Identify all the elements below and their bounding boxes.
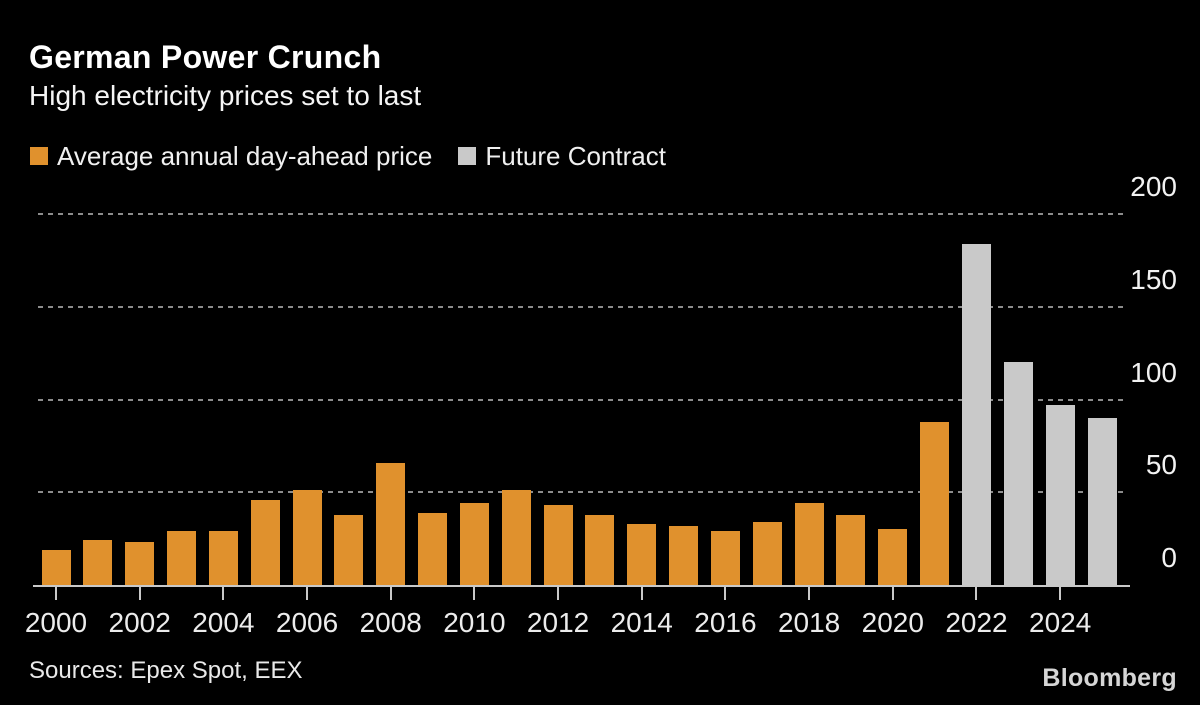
bar-2018-day-ahead xyxy=(794,503,824,585)
legend: Average annual day-ahead price Future Co… xyxy=(30,143,666,169)
x-axis-label-2000: 2000 xyxy=(24,607,88,638)
bar-2011-day-ahead xyxy=(501,490,531,585)
bar-2016-day-ahead xyxy=(710,531,740,585)
chart-subtitle: High electricity prices set to last xyxy=(29,80,422,111)
x-axis-tick-2020 xyxy=(891,587,894,600)
x-axis-tick-2012 xyxy=(557,587,560,600)
x-axis-label-2014: 2014 xyxy=(610,607,673,638)
bar-2000-day-ahead xyxy=(41,549,71,585)
bar-2005-day-ahead xyxy=(250,499,280,585)
bar-2012-day-ahead xyxy=(543,505,573,585)
bar-2024-future xyxy=(1045,405,1075,585)
x-axis-label-2016: 2016 xyxy=(694,607,757,638)
x-axis-tick-2006 xyxy=(306,587,309,600)
x-axis-label-2022: 2022 xyxy=(945,607,1008,638)
x-axis-label-2024: 2024 xyxy=(1029,607,1092,638)
y-axis-label-0: 0 xyxy=(1161,542,1177,573)
bloomberg-logo: Bloomberg xyxy=(1042,664,1177,692)
bar-2001-day-ahead xyxy=(83,540,113,585)
bar-2004-day-ahead xyxy=(208,531,238,585)
bar-2021-day-ahead xyxy=(920,421,950,585)
bar-2015-day-ahead xyxy=(669,525,699,585)
x-axis-label-2012: 2012 xyxy=(526,607,590,638)
bar-2009-day-ahead xyxy=(418,512,448,585)
bar-2017-day-ahead xyxy=(752,521,782,585)
bar-2023-future xyxy=(1003,362,1033,585)
x-axis-tick-2010 xyxy=(473,587,476,600)
x-axis-tick-2014 xyxy=(640,587,643,600)
bar-2003-day-ahead xyxy=(167,531,197,585)
gridline-100 xyxy=(38,398,1128,401)
x-axis-label-2018: 2018 xyxy=(777,607,841,638)
x-axis-label-2008: 2008 xyxy=(359,607,422,638)
bar-2022-future xyxy=(961,243,991,585)
bar-2010-day-ahead xyxy=(459,503,489,585)
x-axis-label-2004: 2004 xyxy=(192,607,255,638)
day-ahead-swatch-icon xyxy=(30,147,48,165)
x-axis-line xyxy=(33,585,1130,587)
bar-2020-day-ahead xyxy=(878,529,908,585)
y-axis-label-150: 150 xyxy=(1130,263,1177,295)
x-axis-label-2006: 2006 xyxy=(275,607,339,638)
x-axis-tick-2002 xyxy=(138,587,141,600)
sources-note: Sources: Epex Spot, EEX xyxy=(29,657,303,684)
x-axis-tick-2008 xyxy=(389,587,392,600)
bar-2014-day-ahead xyxy=(627,523,657,585)
y-axis-label-50: 50 xyxy=(1145,449,1177,481)
x-axis-tick-2000 xyxy=(55,587,57,600)
bar-2019-day-ahead xyxy=(836,514,866,585)
x-axis-label-2002: 2002 xyxy=(108,607,171,638)
x-axis-tick-2022 xyxy=(975,587,978,600)
bar-2002-day-ahead xyxy=(125,542,155,585)
legend-label-future: Future Contract xyxy=(485,141,666,171)
bar-2007-day-ahead xyxy=(334,514,364,585)
bar-2006-day-ahead xyxy=(292,490,322,585)
y-axis-label-100: 100 xyxy=(1130,356,1177,388)
bar-2013-day-ahead xyxy=(585,514,615,585)
legend-item-future: Future Contract xyxy=(458,143,666,169)
gridline-200 xyxy=(38,213,1128,215)
legend-item-day-ahead: Average annual day-ahead price xyxy=(30,143,432,169)
bar-2025-future xyxy=(1087,418,1117,585)
future-contract-swatch-icon xyxy=(458,147,477,165)
x-axis-tick-2016 xyxy=(724,587,727,600)
legend-label-day-ahead: Average annual day-ahead price xyxy=(57,141,433,171)
bar-2008-day-ahead xyxy=(376,462,406,585)
gridline-50 xyxy=(38,491,1128,494)
x-axis-tick-2004 xyxy=(222,587,225,600)
x-axis-tick-2024 xyxy=(1059,587,1062,600)
x-axis-label-2020: 2020 xyxy=(861,607,924,638)
x-axis-label-2010: 2010 xyxy=(443,607,506,638)
x-axis-tick-2018 xyxy=(808,587,811,600)
chart-title: German Power Crunch xyxy=(29,39,382,75)
y-axis-label-200: 200 xyxy=(1130,171,1177,202)
gridline-150 xyxy=(38,305,1128,308)
